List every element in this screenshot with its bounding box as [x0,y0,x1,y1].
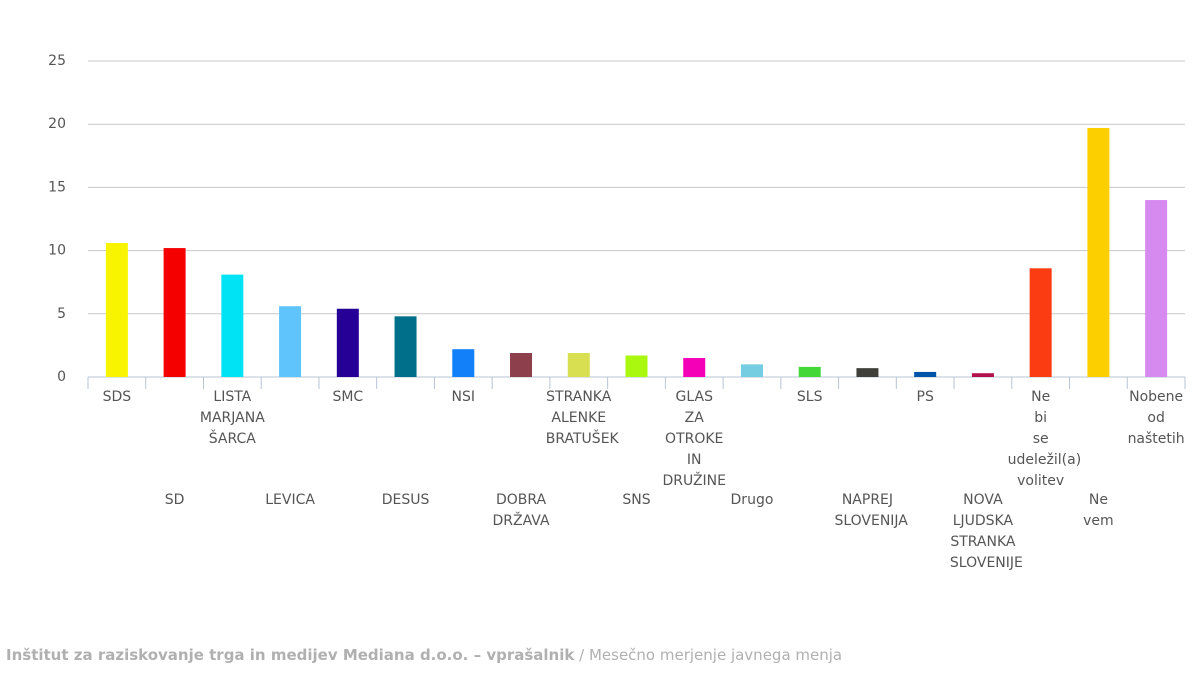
x-tick-label: LEVICA [265,492,315,508]
bar [1145,200,1168,377]
x-tick-label: SLS [796,389,823,405]
bar [798,366,821,377]
bar [279,306,302,377]
y-tick-label: 20 [48,116,66,132]
bar [163,248,186,377]
source: Inštitut za raziskovanje trga in medijev… [6,646,842,664]
bar [625,355,648,377]
y-tick-label: 10 [48,243,66,259]
y-tick-label: 0 [57,369,66,385]
x-tick-label: SDS [102,389,132,405]
x-tick-label: PS [916,389,934,405]
x-tick-label: SNS [622,492,651,508]
x-tick-label: NSI [451,389,476,405]
x-tick-label: Ne bi se udeležil(a) volitev [1007,389,1082,489]
y-tick-label: 15 [48,179,66,195]
bar [683,358,706,377]
x-tick-label: DOBRA DRŽAVA [492,492,550,529]
bar [510,352,533,377]
source-survey: / Mesečno merjenje javnega menja [579,646,843,664]
x-tick-label: SMC [332,389,364,405]
y-tick-label: 5 [57,306,66,322]
x-tick-label: LISTA MARJANA ŠARCA [199,389,265,447]
bar [567,352,590,377]
bar [1087,127,1110,377]
x-tick-label: DESUS [381,492,430,508]
x-tick-label: GLAS ZA OTROKE IN DRUŽINE [662,389,726,489]
source-organization: Inštitut za raziskovanje trga in medijev… [6,646,575,664]
x-tick-label: Drugo [730,492,774,508]
bar [105,243,128,377]
bar [914,371,937,377]
y-tick-label: 25 [48,53,66,69]
x-tick-label: Nobene od naštetih [1127,389,1185,447]
bar [856,368,879,377]
bar [221,274,244,377]
x-tick-label: SD [164,492,185,508]
x-tick-label: NAPREJ SLOVENIJA [834,492,908,529]
bar [452,349,475,377]
x-tick-label: NOVA LJUDSKA STRANKA SLOVENIJE [949,492,1023,571]
x-tick-label: STRANKA ALENKE BRATUŠEK [545,389,619,447]
bar [1029,268,1052,377]
bar [336,308,359,377]
bar [971,373,994,377]
bar [394,316,417,377]
x-tick-label: Ne vem [1083,492,1114,529]
bar [740,364,763,377]
